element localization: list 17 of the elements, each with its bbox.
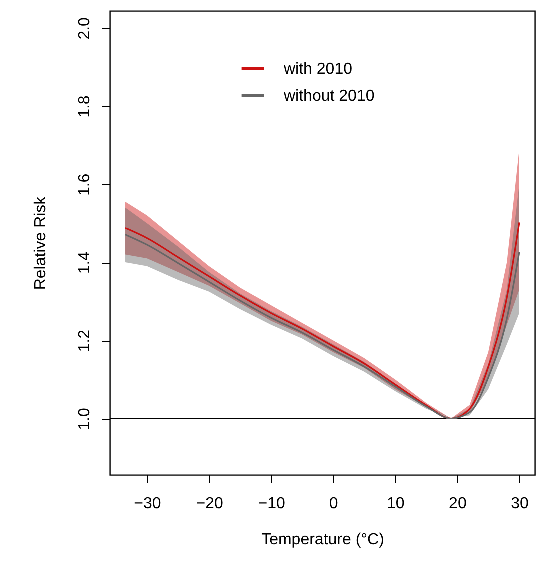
x-axis-title: Temperature (°C) [262,532,384,548]
x-tick-label: 10 [387,496,405,512]
legend-label: without 2010 [283,88,375,105]
x-tick-label: 0 [329,496,338,512]
x-tick-label: 20 [449,496,467,512]
x-tick-label: 30 [511,496,529,512]
y-tick-label: 1.2 [76,330,94,352]
y-axis-title: Relative Risk [32,196,50,290]
x-tick-label: −10 [258,496,286,512]
y-tick-label: 1.0 [76,408,94,430]
x-tick-label: −30 [134,496,162,512]
y-tick-label: 1.6 [76,174,94,196]
x-tick-label: −20 [196,496,224,512]
y-tick-label: 1.4 [76,252,94,274]
y-tick-label: 1.8 [76,96,94,118]
y-tick-label: 2.0 [76,17,94,40]
legend-label: with 2010 [283,61,353,78]
